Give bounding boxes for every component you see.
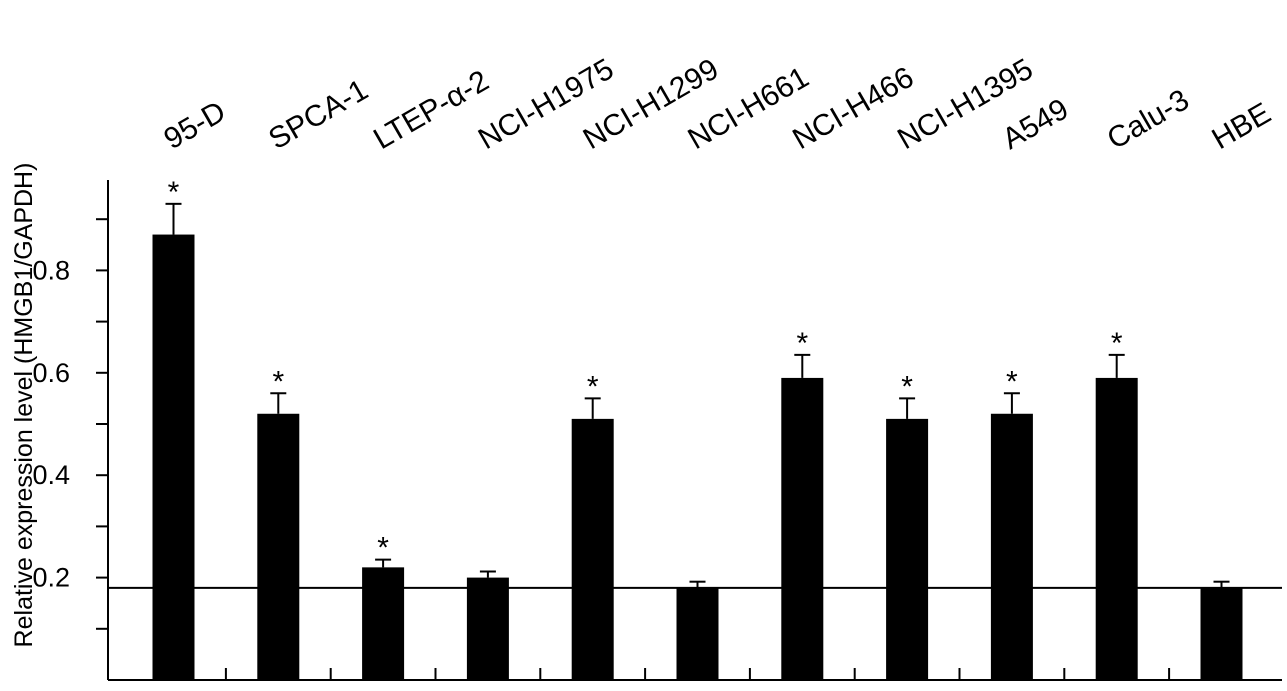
y-tick-labels: 0.2 0.4 0.6 0.8 — [32, 255, 70, 592]
category-label: A549 — [997, 92, 1074, 156]
category-labels: 95-D SPCA-1LTEP-α-2NCI-H1975NCI-H1299NCI-… — [159, 52, 1277, 156]
bar — [990, 413, 1033, 680]
bar — [257, 413, 300, 680]
y-tick-label: 0.8 — [32, 255, 70, 285]
category-label: 95-D — [159, 95, 232, 156]
significance-star: * — [587, 370, 599, 403]
category-label: SPCA-1 — [263, 73, 373, 156]
category-label: Calu-3 — [1102, 83, 1195, 156]
bar — [152, 234, 195, 680]
bar — [676, 587, 719, 680]
bar — [1200, 587, 1243, 680]
significance-star: * — [272, 365, 284, 398]
significance-star: * — [796, 327, 808, 360]
category-label: HBE — [1207, 97, 1277, 156]
significance-star: * — [168, 176, 180, 209]
bar — [466, 577, 509, 680]
bar — [1095, 377, 1138, 680]
significance-star: * — [901, 370, 913, 403]
significance-star: * — [1006, 365, 1018, 398]
error-bars — [165, 202, 1230, 588]
significance-markers: * * * * * * * * — [168, 176, 1123, 565]
bar — [362, 567, 405, 680]
category-label: LTEP-α-2 — [368, 64, 494, 156]
significance-star: * — [377, 532, 389, 565]
significance-star: * — [1111, 327, 1123, 360]
bar — [886, 418, 929, 680]
y-tick-label: 0.2 — [32, 563, 70, 593]
bar — [781, 377, 824, 680]
y-tick-label: 0.6 — [32, 358, 70, 388]
bar — [571, 418, 614, 680]
y-axis-label: Relative expression level (HMGB1/GAPDH) — [10, 163, 38, 648]
bars — [152, 234, 1243, 680]
y-tick-label: 0.4 — [32, 460, 70, 490]
